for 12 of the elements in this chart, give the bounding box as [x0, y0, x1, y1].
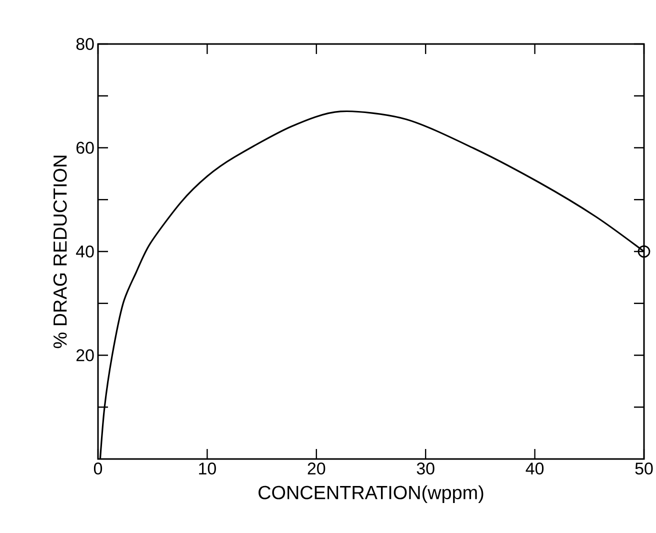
- x-tick-label: 10: [199, 462, 216, 475]
- y-tick-label: 20: [76, 349, 94, 362]
- x-axis-title: CONCENTRATION(wppm): [258, 485, 484, 503]
- y-axis-title: % DRAG REDUCTION: [53, 156, 67, 348]
- x-tick-label: 50: [635, 462, 653, 475]
- y-tick-label: 80: [76, 38, 94, 50]
- x-tick-label: 40: [526, 462, 544, 475]
- x-tick-label: 30: [416, 462, 434, 475]
- x-tick-label: 20: [308, 462, 326, 475]
- x-tick-label: 0: [94, 462, 102, 475]
- y-tick-label: 60: [76, 142, 94, 154]
- y-tick-label: 40: [76, 246, 94, 258]
